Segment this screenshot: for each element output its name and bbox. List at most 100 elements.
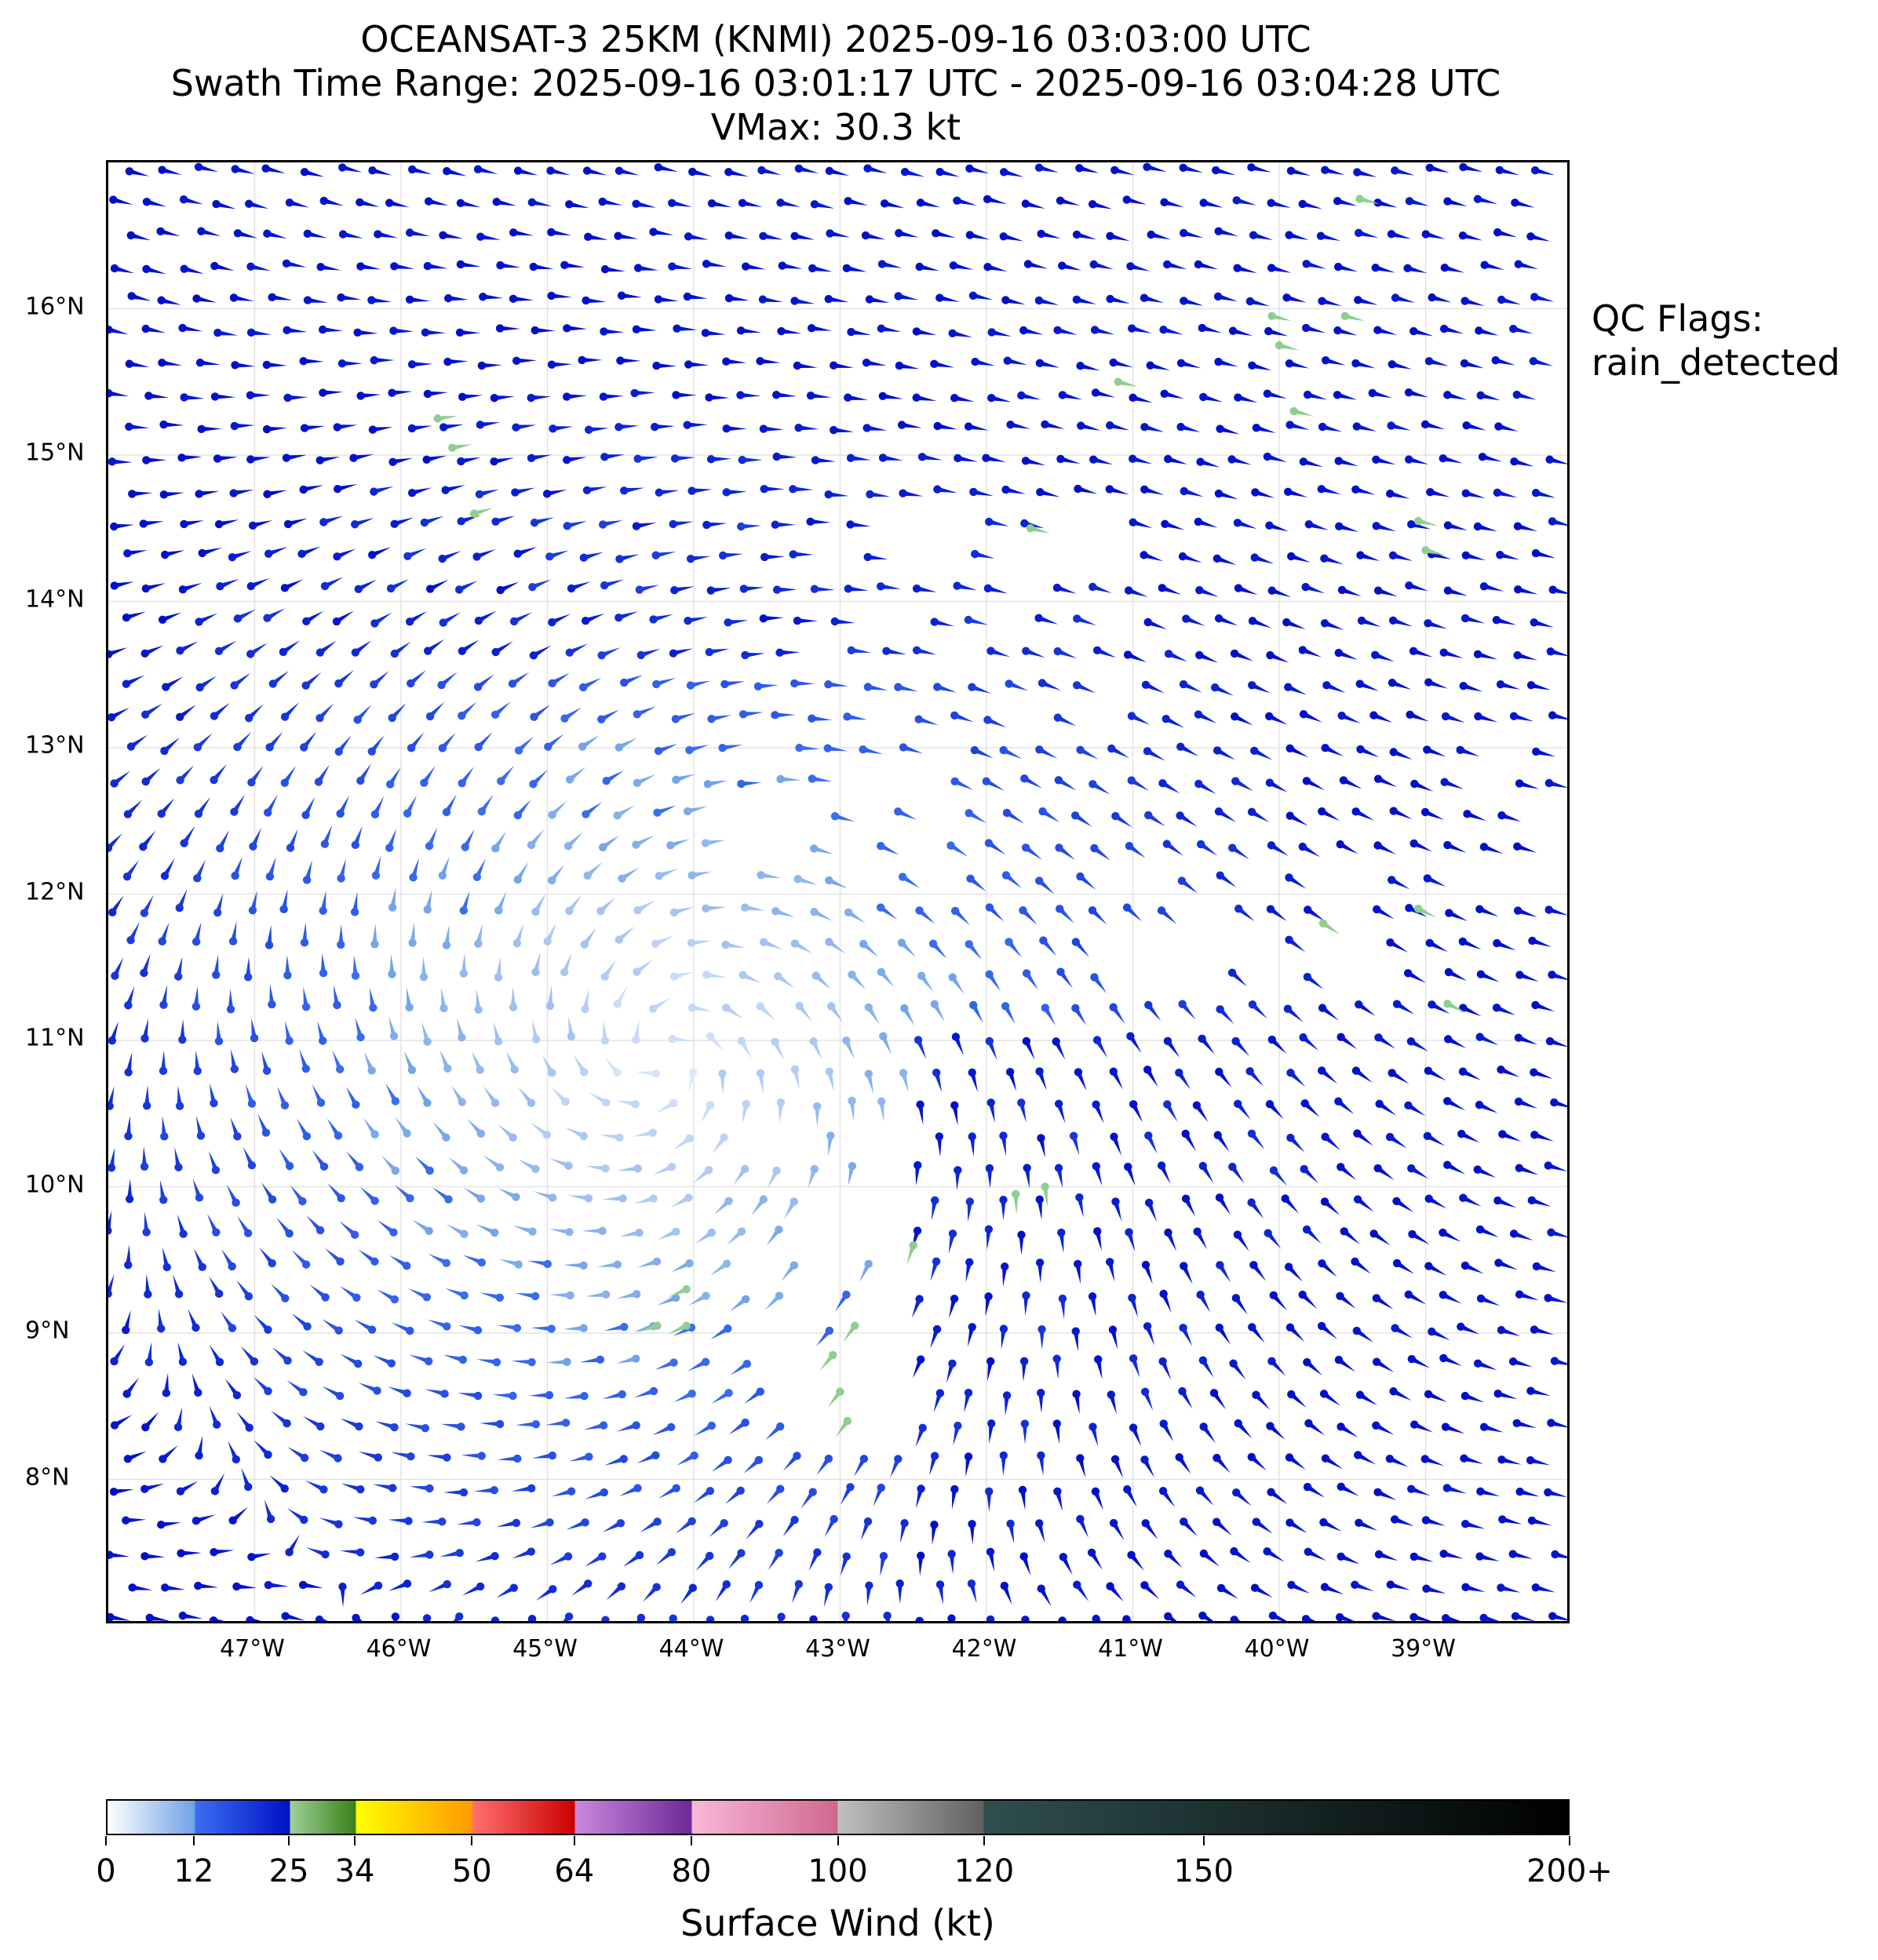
- wind-barb: [253, 1314, 272, 1334]
- wind-barb: [547, 360, 573, 369]
- wind-barb: [1214, 614, 1238, 626]
- wind-barb: [1530, 166, 1555, 176]
- wind-barb: [285, 1534, 300, 1557]
- wind-barb: [1195, 1486, 1214, 1506]
- wind-barb: [648, 997, 671, 1013]
- wind-barb: [271, 1410, 291, 1428]
- wind-barb: [1267, 1357, 1286, 1376]
- rain-flagged-wind-barb: [668, 1284, 691, 1298]
- wind-barb: [614, 231, 639, 240]
- wind-barb: [736, 391, 761, 399]
- wind-barb: [894, 292, 919, 301]
- wind-barb: [742, 262, 766, 271]
- wind-barb: [1158, 1487, 1176, 1508]
- wind-barb: [598, 835, 620, 852]
- wind-barb: [580, 1355, 605, 1364]
- wind-barb: [600, 264, 625, 274]
- wind-barb: [915, 906, 935, 924]
- wind-barb: [367, 547, 392, 559]
- wind-barb: [110, 1415, 133, 1430]
- wind-barb: [1355, 1390, 1378, 1406]
- wind-barb: [808, 1164, 819, 1189]
- wind-barb: [1508, 1357, 1533, 1368]
- wind-barb: [620, 675, 644, 687]
- wind-barb: [141, 324, 166, 333]
- wind-barb: [156, 227, 181, 237]
- wind-barb: [950, 1485, 959, 1510]
- wind-barb: [929, 1452, 939, 1476]
- wind-barb: [1318, 297, 1342, 307]
- wind-barb: [1196, 840, 1218, 856]
- wind-barb: [1476, 970, 1500, 982]
- wind-barb: [1528, 936, 1552, 947]
- wind-barb: [141, 767, 161, 786]
- wind-barb: [658, 1484, 680, 1499]
- wind-barb: [1180, 297, 1204, 306]
- wind-barb: [314, 764, 330, 786]
- wind-barb: [1176, 422, 1201, 432]
- wind-barb: [1391, 293, 1416, 303]
- wind-barb: [276, 1217, 294, 1238]
- wind-barb: [472, 858, 486, 881]
- wind-barb: [1127, 1550, 1145, 1571]
- wind-barb: [108, 832, 123, 852]
- wind-barb: [1337, 711, 1361, 723]
- wind-barb: [370, 796, 385, 819]
- wind-barb: [1303, 972, 1324, 989]
- wind-barb: [1248, 681, 1271, 694]
- wind-barb: [722, 424, 747, 433]
- wind-barb: [669, 971, 695, 981]
- wind-barb: [1404, 1101, 1426, 1117]
- wind-barb: [1473, 1359, 1497, 1371]
- wind-barb: [1001, 1262, 1009, 1288]
- rain-flagged-wind-barb: [1026, 524, 1051, 534]
- wind-barb: [390, 1452, 415, 1461]
- wind-barb: [985, 1487, 994, 1512]
- wind-barb: [707, 199, 732, 208]
- wind-barb: [1052, 1037, 1066, 1060]
- wind-barb: [718, 1069, 727, 1095]
- wind-barb: [965, 1197, 975, 1222]
- wind-barb-map[interactable]: [108, 162, 1570, 1623]
- wind-barb: [456, 1517, 481, 1527]
- wind-barb: [1389, 1387, 1412, 1401]
- wind-barb: [968, 1132, 976, 1157]
- wind-barb: [407, 424, 432, 433]
- rain-flagged-wind-barb: [470, 508, 494, 518]
- wind-barb: [1439, 1353, 1463, 1367]
- wind-barb: [263, 229, 287, 239]
- wind-barb: [421, 328, 446, 337]
- wind-barb: [1180, 1262, 1193, 1284]
- wind-barb: [210, 1473, 225, 1496]
- wind-barb: [618, 1484, 642, 1497]
- wind-barb: [1002, 808, 1025, 824]
- wind-barb: [810, 200, 835, 209]
- wind-barb: [1144, 1000, 1161, 1022]
- wind-barb: [425, 579, 449, 593]
- wind-barb: [176, 641, 199, 655]
- wind-barb: [1336, 840, 1358, 854]
- wind-barb: [496, 1518, 521, 1528]
- wind-barb: [824, 294, 849, 304]
- wind-barb: [1216, 1583, 1238, 1599]
- wind-barb: [110, 1343, 126, 1366]
- wind-barb: [1456, 745, 1480, 757]
- wind-barb: [1020, 1419, 1030, 1444]
- wind-barb: [930, 1257, 941, 1281]
- wind-barb: [1215, 1323, 1231, 1345]
- wind-barb: [1228, 1162, 1245, 1184]
- wind-barb: [305, 1480, 328, 1494]
- wind-barb: [722, 1004, 744, 1019]
- wind-barb: [1210, 683, 1234, 696]
- wind-barb: [1530, 1325, 1555, 1335]
- wind-barb: [571, 1579, 593, 1596]
- wind-barb: [743, 1455, 764, 1474]
- wind-barb: [844, 196, 869, 206]
- wind-speed-colorbar: [106, 1799, 1570, 1835]
- wind-barb: [1548, 517, 1567, 526]
- wind-barb: [746, 1520, 764, 1539]
- wind-barb: [899, 1518, 909, 1543]
- wind-barb: [438, 551, 461, 563]
- wind-barb: [1496, 679, 1521, 690]
- wind-map-panel[interactable]: [106, 160, 1570, 1623]
